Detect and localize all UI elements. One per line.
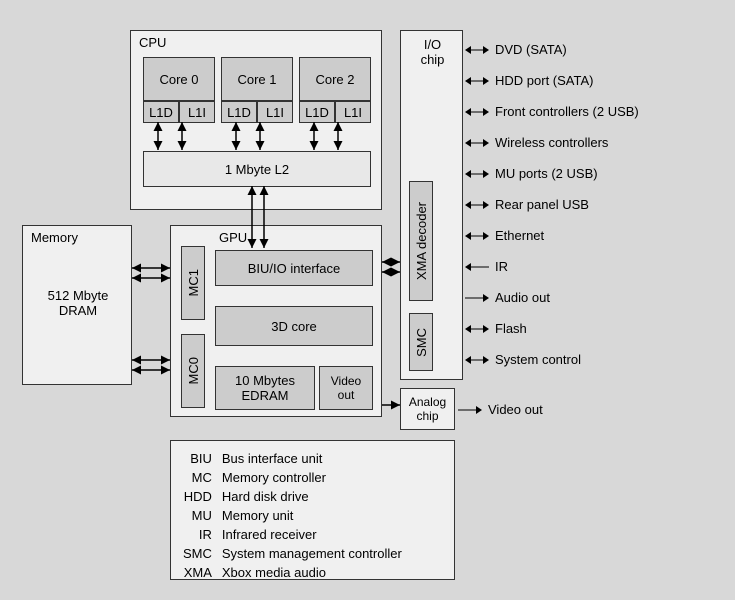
io-title: I/O chip bbox=[401, 37, 464, 67]
io-item: Audio out bbox=[465, 290, 550, 305]
core-2-l1d: L1D bbox=[299, 101, 335, 123]
io-item-label: Ethernet bbox=[495, 228, 544, 243]
glossary-abbr: HDD bbox=[183, 489, 220, 506]
core-1-label: Core 1 bbox=[237, 72, 276, 87]
video-out-ext-row: Video out bbox=[458, 402, 543, 417]
biu-label: BIU/IO interface bbox=[248, 261, 340, 276]
io-item-label: System control bbox=[495, 352, 581, 367]
gpu-video-out-block: Video out bbox=[319, 366, 373, 410]
core-2: Core 2 bbox=[299, 57, 371, 101]
mc1-label: MC1 bbox=[186, 269, 201, 296]
gpu-title: GPU bbox=[219, 230, 247, 245]
cpu-box: CPU Core 0 L1D L1I Core 1 L1D L1I Core 2… bbox=[130, 30, 382, 210]
glossary-box: BIUBus interface unitMCMemory controller… bbox=[170, 440, 455, 580]
core-0-label: Core 0 bbox=[159, 72, 198, 87]
glossary-abbr: XMA bbox=[183, 565, 220, 582]
xma-block: XMA decoder bbox=[409, 181, 433, 301]
smc-label: SMC bbox=[414, 328, 429, 357]
io-item: HDD port (SATA) bbox=[465, 73, 593, 88]
glossary-def: Hard disk drive bbox=[222, 489, 410, 506]
glossary-abbr: MC bbox=[183, 470, 220, 487]
core-1: Core 1 bbox=[221, 57, 293, 101]
memory-box: Memory 512 Mbyte DRAM bbox=[22, 225, 132, 385]
analog-label: Analog chip bbox=[409, 395, 446, 423]
io-item: Rear panel USB bbox=[465, 197, 589, 212]
io-item-label: IR bbox=[495, 259, 508, 274]
io-item-label: DVD (SATA) bbox=[495, 42, 567, 57]
core3d-label: 3D core bbox=[271, 319, 317, 334]
glossary-abbr: IR bbox=[183, 527, 220, 544]
glossary-abbr: MU bbox=[183, 508, 220, 525]
io-item: Ethernet bbox=[465, 228, 544, 243]
io-item: DVD (SATA) bbox=[465, 42, 567, 57]
glossary-abbr: SMC bbox=[183, 546, 220, 563]
core-0-l1i: L1I bbox=[179, 101, 215, 123]
io-item-label: HDD port (SATA) bbox=[495, 73, 593, 88]
xma-label: XMA decoder bbox=[414, 202, 429, 280]
glossary-def: Memory unit bbox=[222, 508, 410, 525]
core-1-l1d: L1D bbox=[221, 101, 257, 123]
glossary-def: Memory controller bbox=[222, 470, 410, 487]
io-item-label: Rear panel USB bbox=[495, 197, 589, 212]
core-1-l1i: L1I bbox=[257, 101, 293, 123]
core-2-l1d-label: L1D bbox=[305, 105, 329, 120]
biu-block: BIU/IO interface bbox=[215, 250, 373, 286]
analog-box: Analog chip bbox=[400, 388, 455, 430]
edram-label: 10 Mbytes EDRAM bbox=[235, 373, 295, 403]
cpu-title: CPU bbox=[139, 35, 166, 50]
l2-label: 1 Mbyte L2 bbox=[225, 162, 289, 177]
memory-title: Memory bbox=[31, 230, 78, 245]
io-item-label: Wireless controllers bbox=[495, 135, 608, 150]
core-0-l1d-label: L1D bbox=[149, 105, 173, 120]
core-2-l1i-label: L1I bbox=[344, 105, 362, 120]
video-out-ext-label: Video out bbox=[488, 402, 543, 417]
io-item: Wireless controllers bbox=[465, 135, 608, 150]
io-box: I/O chip XMA decoder SMC bbox=[400, 30, 463, 380]
edram-block: 10 Mbytes EDRAM bbox=[215, 366, 315, 410]
io-item-label: Flash bbox=[495, 321, 527, 336]
core-2-label: Core 2 bbox=[315, 72, 354, 87]
mc1-block: MC1 bbox=[181, 246, 205, 320]
gpu-video-out-label: Video out bbox=[331, 374, 361, 402]
mc0-label: MC0 bbox=[186, 357, 201, 384]
core-0-l1d: L1D bbox=[143, 101, 179, 123]
glossary-def: Infrared receiver bbox=[222, 527, 410, 544]
io-item-label: Audio out bbox=[495, 290, 550, 305]
mc0-block: MC0 bbox=[181, 334, 205, 408]
smc-block: SMC bbox=[409, 313, 433, 371]
io-item-label: Front controllers (2 USB) bbox=[495, 104, 639, 119]
io-item: IR bbox=[465, 259, 508, 274]
core-0-l1i-label: L1I bbox=[188, 105, 206, 120]
core-1-l1d-label: L1D bbox=[227, 105, 251, 120]
io-item: Front controllers (2 USB) bbox=[465, 104, 639, 119]
memory-label: 512 Mbyte DRAM bbox=[23, 288, 133, 318]
io-item-label: MU ports (2 USB) bbox=[495, 166, 598, 181]
io-item: Flash bbox=[465, 321, 527, 336]
glossary-def: System management controller bbox=[222, 546, 410, 563]
glossary-abbr: BIU bbox=[183, 451, 220, 468]
io-item: System control bbox=[465, 352, 581, 367]
glossary-def: Xbox media audio bbox=[222, 565, 410, 582]
glossary-table: BIUBus interface unitMCMemory controller… bbox=[181, 449, 412, 584]
glossary-def: Bus interface unit bbox=[222, 451, 410, 468]
core-0: Core 0 bbox=[143, 57, 215, 101]
l2-block: 1 Mbyte L2 bbox=[143, 151, 371, 187]
core-1-l1i-label: L1I bbox=[266, 105, 284, 120]
core-2-l1i: L1I bbox=[335, 101, 371, 123]
diagram-root: CPU Core 0 L1D L1I Core 1 L1D L1I Core 2… bbox=[0, 0, 735, 600]
io-item: MU ports (2 USB) bbox=[465, 166, 598, 181]
gpu-box: GPU MC1 MC0 BIU/IO interface 3D core 10 … bbox=[170, 225, 382, 417]
core3d-block: 3D core bbox=[215, 306, 373, 346]
